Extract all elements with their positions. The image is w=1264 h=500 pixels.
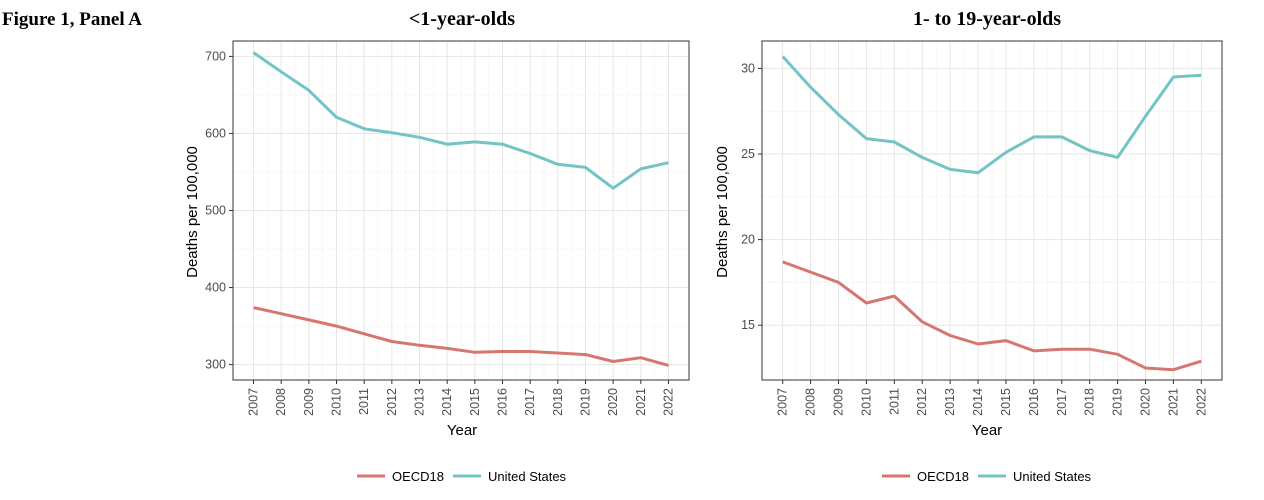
x-tick-label: 2016 (1027, 388, 1041, 416)
y-tick-label: 15 (741, 318, 755, 332)
panel-title: 1- to 19-year-olds (913, 8, 1061, 30)
x-tick-label: 2008 (274, 388, 288, 416)
x-tick-label: 2014 (440, 388, 454, 416)
x-tick-label: 2018 (1083, 388, 1097, 416)
x-tick-label: 2007 (776, 388, 790, 416)
series-line-oecd18 (253, 306, 669, 367)
x-tick-label: 2013 (413, 388, 427, 416)
x-tick-label: 2022 (661, 388, 675, 416)
x-axis-title: Year (447, 422, 477, 439)
legend-label-united-states: United States (1013, 469, 1092, 484)
x-tick-label: 2020 (1138, 388, 1152, 416)
y-tick-label: 20 (741, 233, 755, 247)
x-tick-label: 2017 (523, 388, 537, 416)
legend: OECD18 United States (357, 469, 567, 484)
y-tick-label: 30 (741, 61, 755, 75)
series-line-united-states (781, 55, 1202, 175)
panel-infants: <1-year-olds Year Deaths per 100,000 300… (184, 8, 690, 439)
plot-border (761, 40, 1223, 381)
x-axis-title: Year (972, 422, 1002, 439)
x-tick-label: 2015 (468, 388, 482, 416)
x-tick-label: 2022 (1194, 388, 1208, 416)
x-tick-label: 2021 (1166, 388, 1180, 416)
legend-label-oecd18: OECD18 (392, 469, 444, 484)
panel-title: <1-year-olds (409, 8, 515, 30)
x-tick-label: 2011 (357, 388, 371, 415)
x-tick-label: 2015 (999, 388, 1013, 416)
x-tick-label: 2008 (804, 388, 818, 416)
y-tick-label: 25 (741, 147, 755, 161)
x-tick-label: 2021 (634, 388, 648, 416)
legend-label-oecd18: OECD18 (917, 469, 969, 484)
plot-border (232, 40, 690, 381)
x-tick-label: 2007 (247, 388, 261, 416)
x-tick-label: 2018 (551, 388, 565, 416)
x-tick-label: 2014 (971, 388, 985, 416)
x-tick-label: 2011 (887, 388, 901, 415)
x-tick-label: 2020 (606, 388, 620, 416)
y-tick-label: 700 (205, 49, 226, 63)
legend-label-united-states: United States (488, 469, 567, 484)
x-tick-label: 2010 (330, 388, 344, 416)
series-line-united-states (252, 51, 669, 190)
x-tick-label: 2019 (1111, 388, 1125, 416)
x-tick-label: 2012 (385, 388, 399, 416)
x-tick-label: 2012 (915, 388, 929, 416)
y-tick-label: 500 (205, 204, 226, 218)
y-tick-label: 300 (205, 358, 226, 372)
y-axis-title: Deaths per 100,000 (184, 146, 201, 278)
x-tick-label: 2017 (1055, 388, 1069, 416)
x-tick-label: 2016 (495, 388, 509, 416)
y-tick-label: 600 (205, 126, 226, 140)
x-tick-label: 2009 (302, 388, 316, 416)
x-tick-label: 2009 (832, 388, 846, 416)
y-axis-title: Deaths per 100,000 (714, 146, 731, 278)
series-line-oecd18 (782, 260, 1202, 372)
legend: OECD18 United States (882, 469, 1092, 484)
y-tick-label: 400 (205, 281, 226, 295)
figure-label: Figure 1, Panel A (2, 9, 142, 30)
panel-children: 1- to 19-year-olds Year Deaths per 100,0… (714, 8, 1223, 439)
x-tick-label: 2019 (578, 388, 592, 416)
x-tick-label: 2013 (943, 388, 957, 416)
x-tick-label: 2010 (859, 388, 873, 416)
